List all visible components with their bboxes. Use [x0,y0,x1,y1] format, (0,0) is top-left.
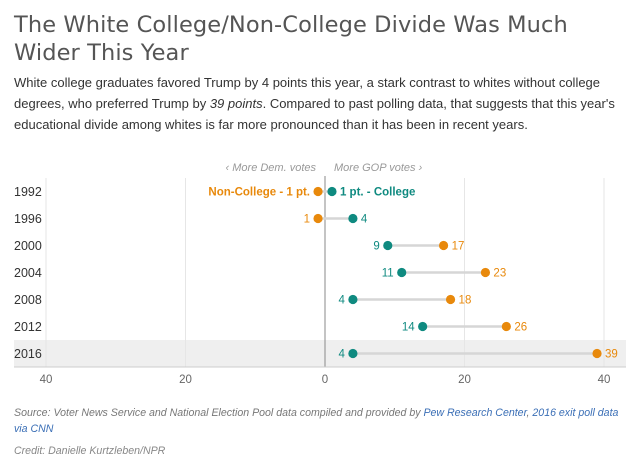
x-tick-label-0: 40 [40,374,53,386]
pew-research-link[interactable]: Pew Research Center [423,407,527,419]
non-college-label-1996: 1 [304,214,310,226]
college-label-2008: 4 [338,295,345,307]
non-college-label-1992: Non-College - 1 pt. [208,187,310,199]
college-label-1992: 1 pt. - College [340,187,415,199]
x-tick-label-3: 20 [458,374,471,386]
x-tick-label-4: 40 [598,374,611,386]
non-college-point-2012 [501,321,511,332]
row-label-1992: 1992 [14,185,42,199]
chart-subtitle: White college graduates favored Trump by… [14,72,629,135]
direction-label-gop: More GOP votes › [334,162,423,174]
college-point-1992 [327,186,337,197]
dot-range-chart: 40 20 0 20 40 ‹ More Dem. votes More GOP votes… [14,162,626,386]
college-label-2012: 14 [402,322,415,334]
college-point-2004 [397,267,407,278]
subtitle-emphasis: 39 points [209,96,263,111]
subtitle-text-1: White college graduates favored Trump by… [14,75,601,111]
non-college-label-2004: 23 [493,268,506,280]
non-college-label-2000: 17 [452,241,465,253]
cnn-exit-poll-link[interactable]: 2016 exit poll data via CNN [14,407,619,435]
row-label-2016: 2016 [14,347,42,361]
college-point-1996 [348,213,358,224]
source-prefix: Source: Voter News Service and National … [14,407,424,419]
college-point-2012 [418,321,428,332]
credit-note: Credit: Danielle Kurtzleben/NPR [14,445,166,457]
non-college-point-2016 [592,348,602,359]
x-tick-label-1: 20 [179,374,192,386]
non-college-point-1996 [313,213,323,224]
chart-title: The White College/Non-College Divide Was… [14,12,568,66]
direction-label-dem: ‹ More Dem. votes [226,162,317,174]
college-point-2000 [383,240,393,251]
row-label-2012: 2012 [14,320,42,334]
non-college-label-2016: 39 [605,349,618,361]
college-label-1996: 4 [361,214,368,226]
x-tick-label-2: 0 [322,374,328,386]
non-college-point-1992 [313,186,323,197]
row-label-1996: 1996 [14,212,42,226]
college-point-2008 [348,294,358,305]
college-point-2016 [348,348,358,359]
non-college-point-2004 [480,267,491,278]
source-note: Source: Voter News Service and National … [14,405,629,437]
college-label-2000: 9 [373,241,379,253]
row-label-2000: 2000 [14,239,42,253]
non-college-label-2008: 18 [459,295,472,307]
row-label-2008: 2008 [14,293,42,307]
college-label-2016: 4 [338,349,345,361]
source-separator: , [526,407,533,419]
college-label-2004: 11 [382,268,394,280]
row-label-2004: 2004 [14,266,42,280]
non-college-label-2012: 26 [514,322,527,334]
subtitle-text-2: . Compared to past polling data, that su… [14,96,615,132]
non-college-point-2000 [438,240,449,251]
non-college-point-2008 [445,294,456,305]
